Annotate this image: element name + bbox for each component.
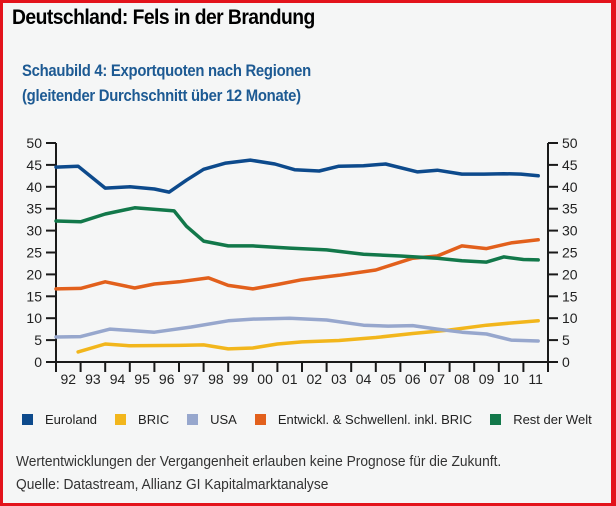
y-tick-label-right: 10 xyxy=(562,310,578,326)
legend-label: Rest der Welt xyxy=(513,412,592,427)
legend-swatch xyxy=(115,414,127,425)
y-tick-label-right: 5 xyxy=(562,332,570,348)
legend: Euroland BRIC USA Entwickl. & Schwellenl… xyxy=(22,412,610,427)
x-tick-label: 99 xyxy=(233,371,249,387)
page-title: Deutschland: Fels in der Brandung xyxy=(12,6,315,29)
legend-item: BRIC xyxy=(115,412,169,427)
legend-item: Euroland xyxy=(22,412,97,427)
disclaimer-text: Wertentwicklungen der Vergangenheit erla… xyxy=(16,454,502,470)
x-tick-label: 92 xyxy=(61,371,77,387)
y-tick-label-right: 40 xyxy=(562,179,578,195)
y-tick-label-left: 15 xyxy=(26,288,42,304)
chart-subtitle: (gleitender Durchschnitt über 12 Monate) xyxy=(22,87,301,105)
y-tick-label-left: 35 xyxy=(26,201,42,217)
x-tick-label: 07 xyxy=(430,371,446,387)
y-tick-label-left: 5 xyxy=(34,332,42,348)
x-tick-label: 04 xyxy=(356,371,372,387)
legend-label: Entwickl. & Schwellenl. inkl. BRIC xyxy=(277,412,473,427)
x-tick-label: 11 xyxy=(528,371,543,387)
legend-swatch xyxy=(254,414,266,425)
x-tick-label: 97 xyxy=(184,371,200,387)
y-tick-label-left: 20 xyxy=(26,266,42,282)
legend-swatch xyxy=(22,414,33,425)
x-tick-label: 01 xyxy=(282,371,298,387)
series-line-rest-der-welt xyxy=(54,206,540,264)
x-tick-label: 03 xyxy=(331,371,347,387)
legend-item: Entwickl. & Schwellenl. inkl. BRIC xyxy=(254,412,473,427)
x-tick-label: 08 xyxy=(454,371,470,387)
x-tick-label: 02 xyxy=(307,371,323,387)
x-tick-label: 00 xyxy=(257,371,273,387)
legend-swatch xyxy=(187,414,199,425)
y-tick-label-right: 50 xyxy=(562,135,578,151)
y-tick-label-left: 45 xyxy=(26,157,42,173)
y-tick-label-left: 10 xyxy=(26,310,42,326)
x-tick-label: 98 xyxy=(208,371,224,387)
x-tick-label: 06 xyxy=(405,371,421,387)
y-tick-label-left: 0 xyxy=(34,354,42,370)
y-tick-label-left: 50 xyxy=(26,135,42,151)
y-tick-label-left: 40 xyxy=(26,179,42,195)
series-line-usa xyxy=(54,316,540,343)
x-tick-label: 95 xyxy=(134,371,150,387)
chart-title: Schaubild 4: Exportquoten nach Regionen xyxy=(22,62,311,80)
y-tick-label-right: 45 xyxy=(562,157,578,173)
y-tick-label-right: 30 xyxy=(562,223,578,239)
legend-label: USA xyxy=(210,412,237,427)
y-tick-label-right: 25 xyxy=(562,245,578,261)
y-tick-label-right: 0 xyxy=(562,354,570,370)
legend-label: BRIC xyxy=(138,412,170,427)
legend-label: Euroland xyxy=(45,412,98,427)
series-line-bric xyxy=(76,319,540,354)
legend-item: USA xyxy=(187,412,237,427)
x-tick-label: 93 xyxy=(85,371,101,387)
series-lines xyxy=(54,158,540,354)
source-text: Quelle: Datastream, Allianz GI Kapitalma… xyxy=(16,477,329,493)
legend-swatch xyxy=(490,414,502,425)
x-tick-label: 94 xyxy=(110,371,126,387)
series-line-euroland xyxy=(54,158,540,194)
y-tick-label-right: 20 xyxy=(562,266,578,282)
y-tick-label-left: 25 xyxy=(26,245,42,261)
y-tick-label-right: 15 xyxy=(562,288,578,304)
series-line-entwickl-schwellenl-inkl-bric xyxy=(54,238,540,291)
x-tick-label: 10 xyxy=(503,371,519,387)
x-tick-label: 96 xyxy=(159,371,175,387)
y-tick-label-right: 35 xyxy=(562,201,578,217)
y-tick-label-left: 30 xyxy=(26,223,42,239)
legend-item: Rest der Welt xyxy=(490,412,592,427)
x-tick-label: 09 xyxy=(479,371,495,387)
x-tick-label: 05 xyxy=(380,371,396,387)
